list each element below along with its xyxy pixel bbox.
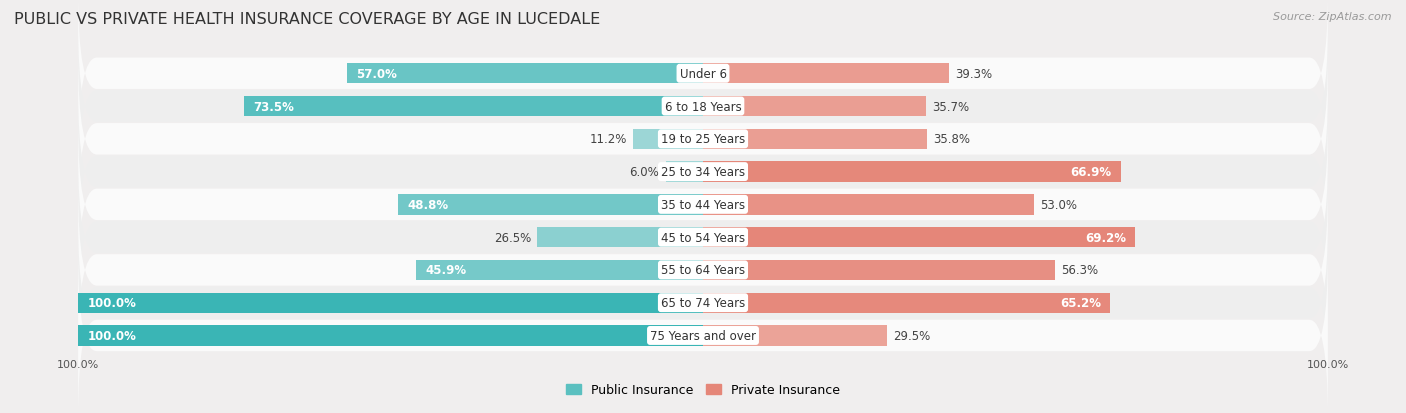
FancyBboxPatch shape	[79, 253, 1327, 413]
Bar	[703, 260, 1054, 280]
FancyBboxPatch shape	[79, 90, 1327, 254]
Text: 100.0%: 100.0%	[1306, 359, 1348, 369]
Text: 35.7%: 35.7%	[932, 100, 970, 113]
Text: 6.0%: 6.0%	[630, 166, 659, 179]
Text: 35 to 44 Years: 35 to 44 Years	[661, 198, 745, 211]
Text: 100.0%: 100.0%	[87, 329, 136, 342]
Bar	[347, 64, 703, 84]
Bar	[703, 162, 1121, 182]
FancyBboxPatch shape	[79, 188, 1327, 353]
Bar	[703, 129, 927, 150]
FancyBboxPatch shape	[79, 155, 1327, 320]
Bar	[703, 228, 1136, 248]
Text: 75 Years and over: 75 Years and over	[650, 329, 756, 342]
Text: 56.3%: 56.3%	[1062, 264, 1098, 277]
Bar	[703, 325, 887, 346]
FancyBboxPatch shape	[79, 24, 1327, 189]
Text: 26.5%: 26.5%	[494, 231, 531, 244]
FancyBboxPatch shape	[79, 221, 1327, 385]
Text: 19 to 25 Years: 19 to 25 Years	[661, 133, 745, 146]
Text: 11.2%: 11.2%	[589, 133, 627, 146]
Legend: Public Insurance, Private Insurance: Public Insurance, Private Insurance	[561, 378, 845, 401]
Text: 57.0%: 57.0%	[356, 68, 396, 81]
Bar	[633, 129, 703, 150]
Text: Source: ZipAtlas.com: Source: ZipAtlas.com	[1274, 12, 1392, 22]
Bar	[398, 195, 703, 215]
Text: 45 to 54 Years: 45 to 54 Years	[661, 231, 745, 244]
Text: 55 to 64 Years: 55 to 64 Years	[661, 264, 745, 277]
Text: 66.9%: 66.9%	[1070, 166, 1112, 179]
Bar	[703, 195, 1035, 215]
Text: 48.8%: 48.8%	[408, 198, 449, 211]
Text: 6 to 18 Years: 6 to 18 Years	[665, 100, 741, 113]
Bar	[703, 64, 949, 84]
Text: 69.2%: 69.2%	[1085, 231, 1126, 244]
Bar	[79, 293, 703, 313]
FancyBboxPatch shape	[79, 0, 1327, 157]
Text: 25 to 34 Years: 25 to 34 Years	[661, 166, 745, 179]
Text: 35.8%: 35.8%	[934, 133, 970, 146]
Text: 65.2%: 65.2%	[1060, 297, 1101, 309]
Text: 73.5%: 73.5%	[253, 100, 294, 113]
Bar	[243, 97, 703, 117]
FancyBboxPatch shape	[79, 57, 1327, 222]
Text: Under 6: Under 6	[679, 68, 727, 81]
Bar	[79, 325, 703, 346]
Bar	[703, 97, 927, 117]
Bar	[416, 260, 703, 280]
Text: 53.0%: 53.0%	[1040, 198, 1077, 211]
Text: 39.3%: 39.3%	[955, 68, 993, 81]
Bar	[665, 162, 703, 182]
Text: PUBLIC VS PRIVATE HEALTH INSURANCE COVERAGE BY AGE IN LUCEDALE: PUBLIC VS PRIVATE HEALTH INSURANCE COVER…	[14, 12, 600, 27]
Bar	[703, 293, 1111, 313]
Text: 29.5%: 29.5%	[894, 329, 931, 342]
Bar	[537, 228, 703, 248]
Text: 100.0%: 100.0%	[58, 359, 100, 369]
Text: 65 to 74 Years: 65 to 74 Years	[661, 297, 745, 309]
Text: 100.0%: 100.0%	[87, 297, 136, 309]
FancyBboxPatch shape	[79, 123, 1327, 287]
Text: 45.9%: 45.9%	[426, 264, 467, 277]
